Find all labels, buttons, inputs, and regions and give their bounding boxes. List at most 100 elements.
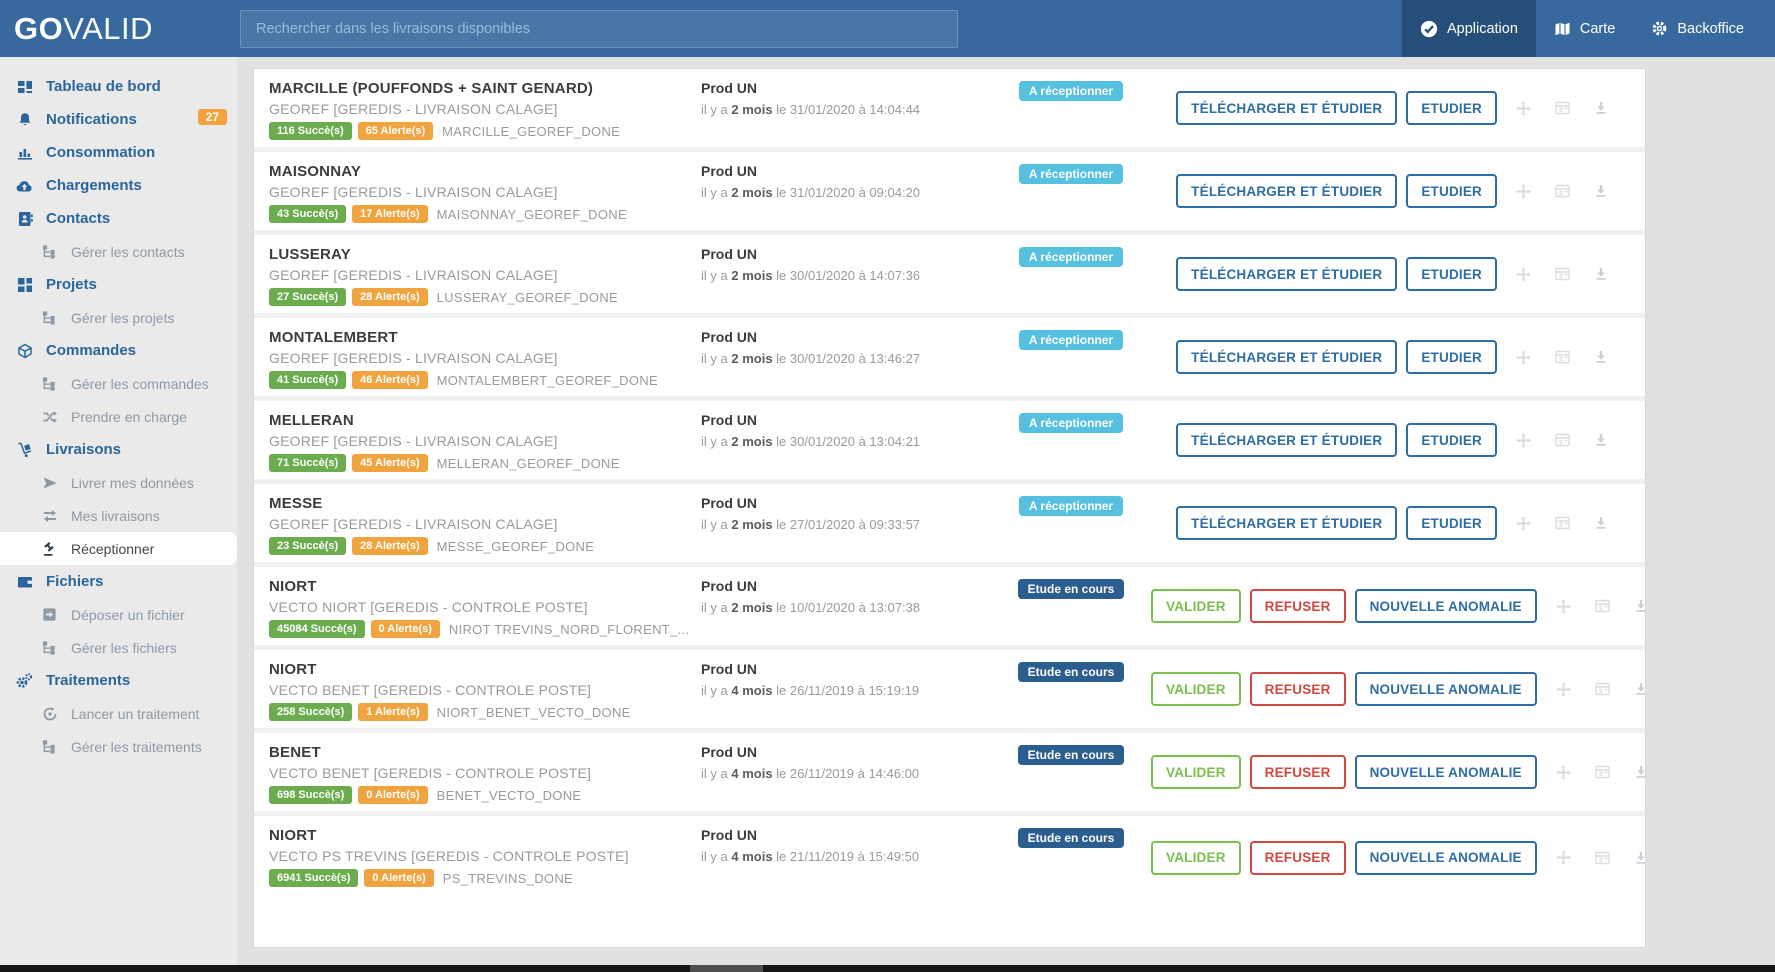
download-icon[interactable]	[1593, 266, 1609, 282]
telecharger-et-etudier-button[interactable]: TÉLÉCHARGER ET ÉTUDIER	[1176, 340, 1398, 374]
delivery-date: il y a 2 mois le 31/01/2020 à 14:04:44	[701, 102, 991, 117]
etudier-button[interactable]: ETUDIER	[1406, 174, 1497, 208]
sidebar-item-tableau-de-bord[interactable]: Tableau de bord	[0, 70, 237, 103]
card-icon[interactable]	[1594, 681, 1611, 697]
card-icon[interactable]	[1594, 598, 1611, 614]
sidebar-item-livraisons[interactable]: Livraisons	[0, 433, 237, 466]
success-count-badge: 71 Succè(s)	[269, 454, 347, 472]
download-icon[interactable]	[1633, 598, 1649, 614]
download-icon[interactable]	[1593, 515, 1609, 531]
nouvelle-anomalie-button[interactable]: NOUVELLE ANOMALIE	[1354, 755, 1537, 789]
refuser-button[interactable]: REFUSER	[1249, 589, 1346, 623]
move-icon[interactable]	[1555, 681, 1572, 698]
sidebar-item-receptionner[interactable]: Réceptionner	[0, 532, 237, 565]
telecharger-et-etudier-button[interactable]: TÉLÉCHARGER ET ÉTUDIER	[1176, 257, 1398, 291]
card-icon[interactable]	[1554, 432, 1571, 448]
telecharger-et-etudier-button[interactable]: TÉLÉCHARGER ET ÉTUDIER	[1176, 506, 1398, 540]
telecharger-et-etudier-button[interactable]: TÉLÉCHARGER ET ÉTUDIER	[1176, 174, 1398, 208]
delivery-list-panel: MARCILLE (POUFFONDS + SAINT GENARD) GEORE…	[253, 68, 1646, 948]
valider-button[interactable]: VALIDER	[1151, 589, 1241, 623]
sidebar-item-chargements[interactable]: Chargements	[0, 169, 237, 202]
card-icon[interactable]	[1554, 100, 1571, 116]
download-icon[interactable]	[1593, 183, 1609, 199]
nouvelle-anomalie-button[interactable]: NOUVELLE ANOMALIE	[1354, 672, 1537, 706]
sidebar-item-deposer-un-fichier[interactable]: Déposer un fichier	[0, 598, 237, 631]
move-icon[interactable]	[1515, 266, 1532, 283]
move-icon[interactable]	[1555, 849, 1572, 866]
telecharger-et-etudier-button[interactable]: TÉLÉCHARGER ET ÉTUDIER	[1176, 423, 1398, 457]
date-absolute: le 27/01/2020 à 09:33:57	[776, 517, 921, 532]
card-icon[interactable]	[1554, 349, 1571, 365]
card-icon[interactable]	[1594, 764, 1611, 780]
download-icon[interactable]	[1633, 850, 1649, 866]
search-input[interactable]	[240, 9, 958, 48]
etudier-button[interactable]: ETUDIER	[1406, 340, 1497, 374]
sidebar-item-lancer-un-traitement[interactable]: Lancer un traitement	[0, 697, 237, 730]
sidebar-item-label: Consommation	[46, 144, 156, 161]
row-actions: TÉLÉCHARGER ET ÉTUDIER ETUDIER	[1151, 152, 1515, 230]
delivery-title: MELLERAN	[269, 412, 354, 429]
download-icon[interactable]	[1593, 349, 1609, 365]
topnav-item-backoffice[interactable]: Backoffice	[1633, 0, 1762, 57]
sidebar-item-fichiers[interactable]: Fichiers	[0, 565, 237, 598]
move-icon[interactable]	[1555, 764, 1572, 781]
sidebar-item-prendre-en-charge[interactable]: Prendre en charge	[0, 400, 237, 433]
app-logo-light: VALID	[63, 10, 154, 46]
delivery-subtitle: GEOREF [GEREDIS - LIVRAISON CALAGE]	[269, 433, 558, 449]
etudier-button[interactable]: ETUDIER	[1406, 257, 1497, 291]
move-icon[interactable]	[1515, 349, 1532, 366]
sidebar-item-traitements[interactable]: Traitements	[0, 664, 237, 697]
sidebar-item-label: Commandes	[46, 342, 137, 359]
sidebar-item-gerer-les-fichiers[interactable]: Gérer les fichiers	[0, 631, 237, 664]
valider-button[interactable]: VALIDER	[1151, 672, 1241, 706]
delivery-title: MARCILLE (POUFFONDS + SAINT GENARD)	[269, 80, 594, 97]
sidebar-item-gerer-les-contacts[interactable]: Gérer les contacts	[0, 235, 237, 268]
valider-button[interactable]: VALIDER	[1151, 840, 1241, 875]
sidebar-item-commandes[interactable]: Commandes	[0, 334, 237, 367]
date-relative: 2 mois	[731, 102, 773, 117]
nouvelle-anomalie-button[interactable]: NOUVELLE ANOMALIE	[1354, 840, 1537, 875]
card-icon[interactable]	[1554, 183, 1571, 199]
nouvelle-anomalie-button[interactable]: NOUVELLE ANOMALIE	[1354, 589, 1537, 623]
move-icon[interactable]	[1515, 515, 1532, 532]
download-icon[interactable]	[1633, 764, 1649, 780]
sidebar-item-gerer-les-commandes[interactable]: Gérer les commandes	[0, 367, 237, 400]
card-icon[interactable]	[1594, 850, 1611, 866]
environment-label: Prod UN	[701, 578, 757, 594]
topnav-item-carte[interactable]: Carte	[1536, 0, 1633, 57]
tree-icon	[40, 376, 59, 391]
valider-button[interactable]: VALIDER	[1151, 755, 1241, 789]
telecharger-et-etudier-button[interactable]: TÉLÉCHARGER ET ÉTUDIER	[1176, 91, 1398, 125]
card-icon[interactable]	[1554, 266, 1571, 282]
download-icon[interactable]	[1593, 100, 1609, 116]
card-icon[interactable]	[1554, 515, 1571, 531]
row-actions: VALIDER REFUSER NOUVELLE ANOMALIE	[1151, 567, 1555, 645]
refuser-button[interactable]: REFUSER	[1249, 755, 1346, 789]
environment-label: Prod UN	[701, 827, 757, 843]
delivery-date: il y a 2 mois le 31/01/2020 à 09:04:20	[701, 185, 991, 200]
sidebar-item-consommation[interactable]: Consommation	[0, 136, 237, 169]
sidebar-item-mes-livraisons[interactable]: Mes livraisons	[0, 499, 237, 532]
topnav-item-application[interactable]: Application	[1401, 0, 1536, 57]
move-icon[interactable]	[1515, 183, 1532, 200]
sidebar-item-gerer-les-traitements[interactable]: Gérer les traitements	[0, 730, 237, 763]
sidebar-item-livrer-mes-donnees[interactable]: Livrer mes données	[0, 466, 237, 499]
sidebar-item-contacts[interactable]: Contacts	[0, 202, 237, 235]
refuser-button[interactable]: REFUSER	[1249, 840, 1346, 875]
alert-count-badge: 17 Alerte(s)	[352, 205, 428, 223]
download-icon[interactable]	[1633, 681, 1649, 697]
etudier-button[interactable]: ETUDIER	[1406, 91, 1497, 125]
topnav-item-label: Application	[1446, 20, 1518, 37]
sidebar-item-projets[interactable]: Projets	[0, 268, 237, 301]
download-icon[interactable]	[1593, 432, 1609, 448]
sidebar-item-gerer-les-projets[interactable]: Gérer les projets	[0, 301, 237, 334]
move-icon[interactable]	[1515, 432, 1532, 449]
etudier-button[interactable]: ETUDIER	[1406, 506, 1497, 540]
date-relative: 2 mois	[731, 185, 773, 200]
sidebar-item-notifications[interactable]: Notifications 27	[0, 103, 237, 136]
move-icon[interactable]	[1555, 598, 1572, 615]
etudier-button[interactable]: ETUDIER	[1406, 423, 1497, 457]
map-icon	[1554, 21, 1571, 37]
move-icon[interactable]	[1515, 100, 1532, 117]
refuser-button[interactable]: REFUSER	[1249, 672, 1346, 706]
